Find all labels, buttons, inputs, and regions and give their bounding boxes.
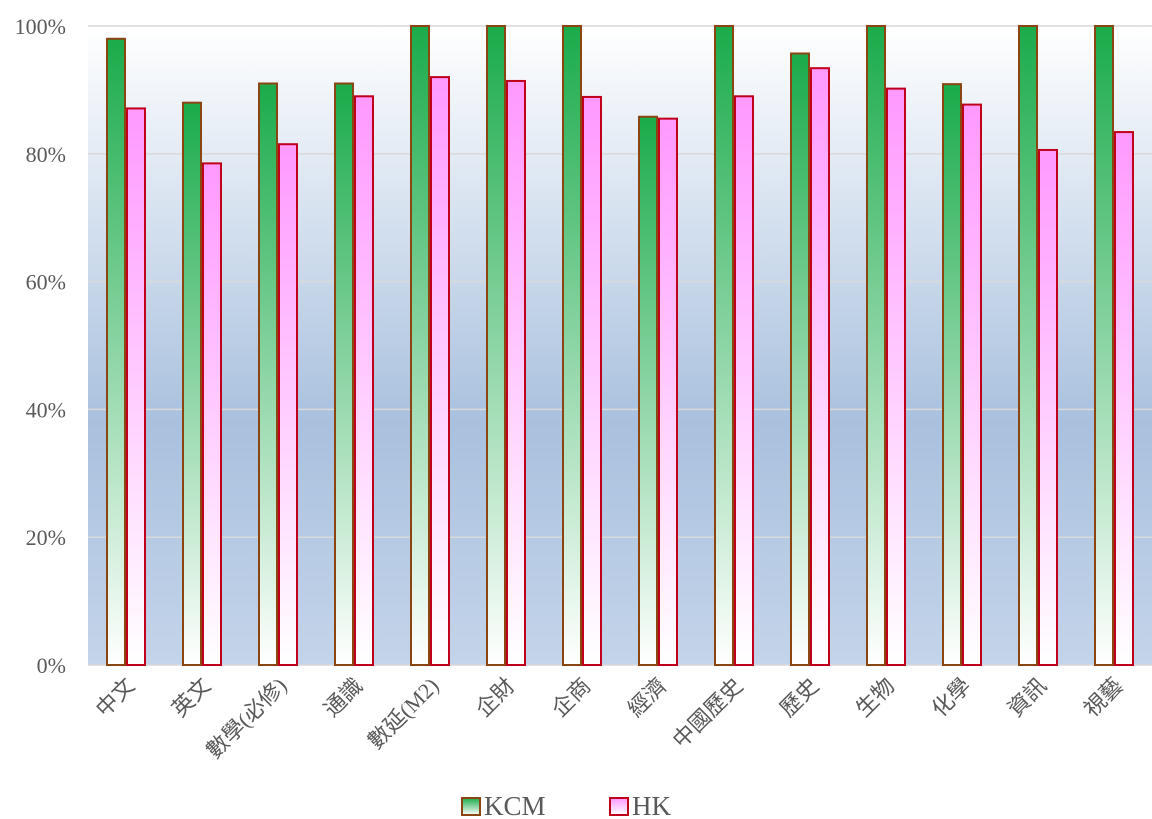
y-tick-label: 80% [26,142,66,167]
y-axis-tick-labels: 0% 20% 40% 60% 80% 100% [15,14,66,678]
bar-hk [1038,148,1058,666]
bar-hk [202,162,222,666]
bar-hk [278,143,298,666]
plot-area [88,26,1152,665]
bar-hk [126,107,146,666]
bar-kcm [1094,25,1114,666]
y-tick-label: 100% [15,14,66,39]
bar-hk [430,76,450,667]
bar-hk [886,87,906,666]
bar-kcm [638,115,658,667]
legend-swatch-kcm [461,797,481,816]
bar-kcm [866,25,886,666]
bar-hk [658,117,678,666]
legend: KCM HK [461,791,671,819]
bar-kcm [334,82,354,666]
x-category-label: 視藝 [1079,673,1128,722]
bar-kcm [410,25,430,666]
y-tick-label: 60% [26,270,66,295]
x-category-label: 經濟 [623,673,672,722]
x-category-label: 中國歷史 [668,673,748,753]
bar-hk [962,103,982,667]
x-category-label: 英文 [167,673,216,722]
y-tick-label: 0% [37,653,66,678]
x-category-label: 中文 [91,673,140,722]
bar-kcm [1018,25,1038,666]
bar-hk [506,79,526,667]
bar-hk [354,95,374,667]
x-category-label: 資訊 [1003,673,1052,722]
bars [106,25,1134,667]
bar-kcm [258,82,278,666]
bar-kcm [182,101,202,667]
x-category-label: 生物 [851,673,900,722]
bar-kcm [714,25,734,666]
bar-kcm [486,25,506,666]
y-tick-label: 40% [26,397,66,422]
y-tick-label: 20% [26,525,66,550]
x-category-label: 企財 [471,673,520,722]
bar-kcm [562,25,582,666]
bar-hk [734,95,754,667]
legend-label-hk: HK [632,791,671,819]
x-category-label: 數延(M2) [363,673,444,754]
legend-label-kcm: KCM [484,791,546,819]
x-category-label: 歷史 [775,673,824,722]
bar-kcm [106,37,126,666]
bar-hk [582,95,602,666]
bar-kcm [790,52,810,667]
x-category-label: 數學(必修) [201,673,291,763]
bar-hk [1114,131,1134,667]
legend-swatch-hk [609,797,629,816]
bar-hk [810,67,830,666]
x-category-label: 化學 [927,673,976,722]
x-category-label: 通識 [319,673,368,722]
x-category-label: 企商 [547,673,596,722]
bar-kcm [942,83,962,667]
